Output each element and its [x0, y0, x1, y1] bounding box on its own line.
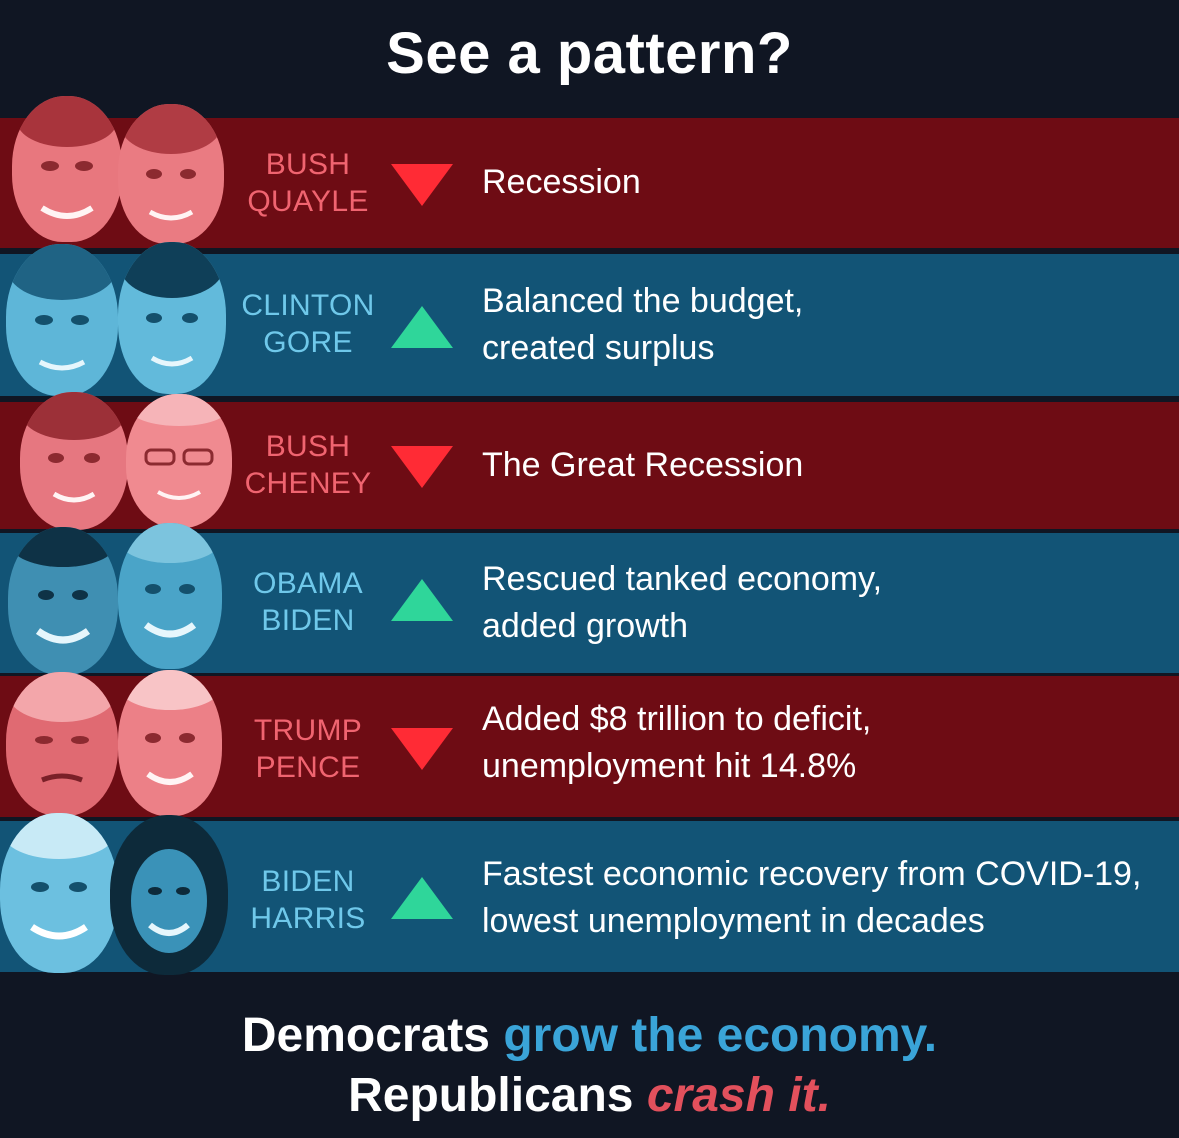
portrait-clinton: [6, 244, 118, 396]
portrait-pence: [118, 670, 222, 816]
triangle-up-icon: [391, 579, 453, 621]
admin-row-obama-biden: OBAMA BIDEN Rescued tanked economy, adde…: [0, 523, 1179, 675]
names: BUSH CHENEY: [238, 428, 378, 502]
description-line: lowest unemployment in decades: [482, 902, 985, 940]
portraits: [0, 670, 240, 817]
admin-row-clinton-gore: CLINTON GORE Balanced the budget, create…: [0, 242, 1179, 396]
description-line: Rescued tanked economy,: [482, 560, 883, 598]
portrait-bush-jr: [20, 392, 128, 530]
names: OBAMA BIDEN: [238, 565, 378, 639]
name-first: OBAMA: [253, 567, 363, 600]
triangle-down-icon: [391, 728, 453, 770]
names: BIDEN HARRIS: [238, 863, 378, 937]
triangle-down-icon: [391, 164, 453, 206]
footer-democrats: Democrats: [241, 1009, 490, 1062]
name-first: CLINTON: [241, 289, 375, 322]
name-first: TRUMP: [253, 714, 363, 747]
description: Balanced the budget, created surplus: [482, 278, 803, 372]
portrait-obama: [8, 527, 118, 675]
page-title: See a pattern?: [386, 21, 793, 86]
description-line: added growth: [482, 607, 689, 645]
description: Recession: [482, 159, 641, 206]
portrait-gore: [118, 242, 226, 394]
names: BUSH QUAYLE: [238, 146, 378, 220]
portrait-cheney: [126, 394, 232, 528]
name-second: HARRIS: [250, 902, 366, 935]
name-second: QUAYLE: [247, 185, 369, 218]
admin-row-biden-harris: BIDEN HARRIS Fastest economic recovery f…: [0, 813, 1179, 975]
name-second: GORE: [263, 326, 353, 359]
footer-line-2: Republicans crash it.: [0, 1066, 1179, 1126]
portrait-biden: [118, 523, 222, 669]
triangle-up-icon: [391, 306, 453, 348]
description-line: The Great Recession: [482, 446, 804, 484]
name-second: PENCE: [255, 751, 361, 784]
portraits: [0, 96, 240, 248]
portraits: [0, 813, 240, 975]
portrait-quayle: [118, 104, 224, 244]
name-first: BIDEN: [261, 865, 355, 898]
description-line: created surplus: [482, 329, 715, 367]
footer-crash-phrase: crash it.: [646, 1069, 831, 1122]
portrait-trump: [6, 672, 118, 816]
footer-republicans: Republicans: [348, 1069, 634, 1122]
admin-row-bush-cheney: BUSH CHENEY The Great Recession: [0, 392, 1179, 530]
footer-grow-phrase: grow the economy.: [503, 1009, 938, 1062]
name-first: BUSH: [265, 148, 351, 181]
triangle-up-icon: [391, 877, 453, 919]
description: The Great Recession: [482, 442, 803, 489]
description: Rescued tanked economy, added growth: [482, 556, 882, 650]
name-first: BUSH: [265, 430, 351, 463]
name-second: BIDEN: [261, 604, 355, 637]
portrait-harris: [110, 815, 228, 975]
description-line: Recession: [482, 163, 641, 201]
description-line: Fastest economic recovery from COVID-19,: [482, 855, 1142, 893]
admin-row-trump-pence: TRUMP PENCE Added $8 trillion to deficit…: [0, 670, 1179, 817]
description: Fastest economic recovery from COVID-19,…: [482, 851, 1141, 945]
description: Added $8 trillion to deficit, unemployme…: [482, 696, 871, 790]
portraits: [0, 242, 240, 396]
description-line: Added $8 trillion to deficit,: [482, 700, 872, 738]
names: CLINTON GORE: [238, 287, 378, 361]
portraits: [0, 523, 240, 675]
description-line: unemployment hit 14.8%: [482, 747, 857, 785]
portrait-biden: [0, 813, 118, 973]
portraits: [0, 392, 240, 530]
triangle-down-icon: [391, 446, 453, 488]
footer-line-1: Democrats grow the economy.: [0, 1006, 1179, 1066]
portrait-bush-sr: [12, 96, 122, 242]
description-line: Balanced the budget,: [482, 282, 804, 320]
name-second: CHENEY: [244, 467, 372, 500]
admin-row-bush-quayle: BUSH QUAYLE Recession: [0, 96, 1179, 248]
names: TRUMP PENCE: [238, 712, 378, 786]
